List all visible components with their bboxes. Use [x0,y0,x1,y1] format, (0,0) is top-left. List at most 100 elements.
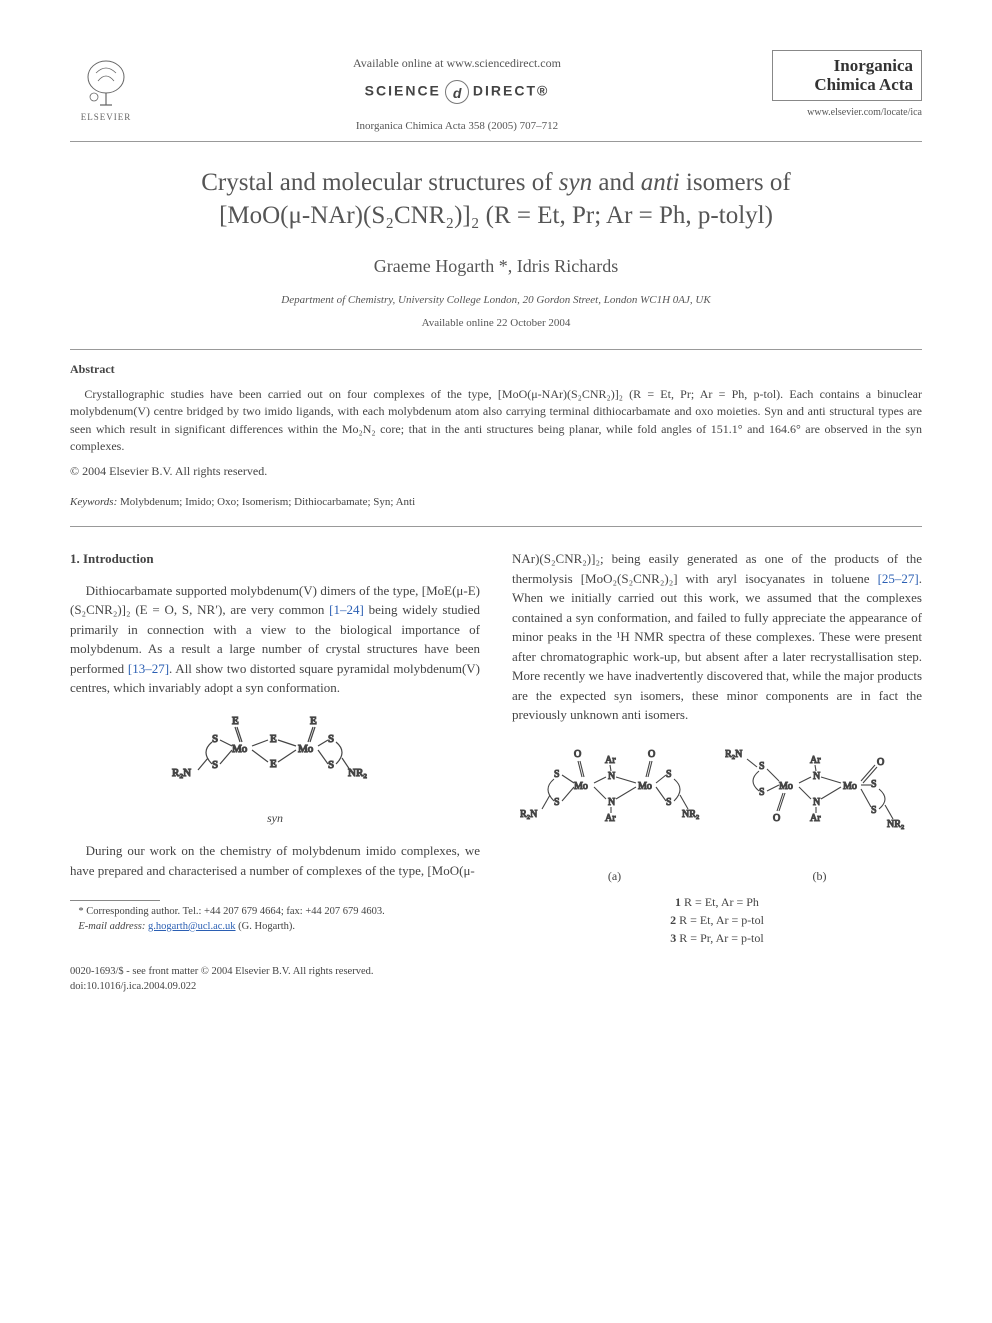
header-center: Available online at www.sciencedirect.co… [142,50,772,135]
col2-p1a: NAr)(S₂CNR₂)]₂; being easily generated a… [512,551,922,586]
lbl-S: S [666,769,672,780]
email-suffix: (G. Hogarth). [236,921,295,932]
lbl-O: O [773,813,780,824]
compound-1: 1 R = Et, Ar = Ph [512,893,922,911]
title-part-1b: and [592,169,641,196]
abstract-top-rule [70,349,922,350]
abstract-copyright: © 2004 Elsevier B.V. All rights reserved… [70,462,922,480]
structure-a-svg: O O Ar N Mo Mo N Ar S [520,743,710,858]
lbl-S: S [666,797,672,808]
lbl-R2N: R₂N [725,749,742,760]
lbl-Mo: Mo [574,781,588,792]
citation-line: Inorganica Chimica Acta 358 (2005) 707–7… [142,118,772,135]
intro-heading: 1. Introduction [70,549,480,569]
elsevier-logo: ELSEVIER [70,50,142,130]
lbl-N: N [608,797,615,808]
elsevier-tree-icon [76,55,136,110]
available-online-text: Available online at www.sciencedirect.co… [142,54,772,72]
lbl-O: O [648,749,655,760]
email-label: E-mail address: [78,921,145,932]
lbl-R2N: R₂N [520,809,537,820]
lbl-S: S [871,805,877,816]
figure-syn: E E Mo Mo E E S S [70,712,480,828]
keywords: Keywords: Molybdenum; Imido; Oxo; Isomer… [70,494,922,511]
figure-a: O O Ar N Mo Mo N Ar S [520,743,710,886]
ref-link-1-24[interactable]: [1–24] [329,602,364,617]
title-line2: [MoO(μ-NAr)(S₂CNR₂)]₂ (R = Et, Pr; Ar = … [219,202,773,229]
intro-para-1: Dithiocarbamate supported molybdenum(V) … [70,581,480,698]
lbl-S: S [212,733,218,745]
authors: Graeme Hogarth *, Idris Richards [70,253,922,280]
syn-structure-svg: E E Mo Mo E E S S [170,712,380,802]
lbl-S: S [212,759,218,771]
footnote-corresponding: * Corresponding author. Tel.: +44 207 67… [70,905,480,920]
lbl-N: N [813,797,820,808]
lbl-Ar: Ar [810,813,821,824]
compound-3: 3 R = Pr, Ar = p-tol [512,929,922,947]
lbl-Ar: Ar [605,813,616,824]
col2-para-1: NAr)(S₂CNR₂)]₂; being easily generated a… [512,549,922,725]
lbl-S: S [554,797,560,808]
structure-b-svg: R₂N S S Ar N Mo Mo N Ar [725,743,915,858]
body-columns: 1. Introduction Dithiocarbamate supporte… [70,549,922,947]
compound-2-text: R = Et, Ar = p-tol [679,913,764,927]
issn-line: 0020-1693/$ - see front matter © 2004 El… [70,965,922,980]
article-title: Crystal and molecular structures of syn … [70,166,922,234]
sd-left: SCIENCE [365,83,441,99]
journal-url: www.elsevier.com/locate/ica [772,105,922,120]
fig-b-label: (b) [725,867,915,885]
journal-title-box: Inorganica Chimica Acta [772,50,922,101]
lbl-NR2: NR₂ [348,767,367,779]
lbl-E: E [270,733,277,745]
title-part-1c: isomers of [680,169,791,196]
page-header: ELSEVIER Available online at www.science… [70,50,922,135]
lbl-NR2: NR₂ [887,819,904,830]
title-syn: syn [559,169,592,196]
lbl-N: N [608,771,615,782]
lbl-O: O [574,749,581,760]
ref-link-25-27[interactable]: [25–27] [878,571,919,586]
lbl-Ar: Ar [810,755,821,766]
doi-line: doi:10.1016/j.ica.2004.09.022 [70,980,922,995]
journal-name-line1: Inorganica [781,57,913,76]
lbl-Mo: Mo [779,781,793,792]
lbl-S: S [328,759,334,771]
lbl-S: S [328,733,334,745]
compound-1-text: R = Et, Ar = Ph [684,895,759,909]
compound-list: 1 R = Et, Ar = Ph 2 R = Et, Ar = p-tol 3… [512,893,922,947]
header-rule [70,141,922,142]
available-date: Available online 22 October 2004 [70,315,922,332]
abstract-text: Crystallographic studies have been carri… [70,386,922,456]
syn-caption: syn [70,809,480,827]
elsevier-text: ELSEVIER [81,111,132,125]
lbl-R2N: R₂N [172,767,191,779]
lbl-Mo: Mo [843,781,857,792]
footnote-rule [70,900,160,901]
title-anti: anti [641,169,680,196]
sd-separator-icon [445,80,469,104]
abstract-heading: Abstract [70,360,922,378]
email-link[interactable]: g.hogarth@ucl.ac.uk [148,921,236,932]
footnote-email: E-mail address: g.hogarth@ucl.ac.uk (G. … [70,920,480,935]
keywords-label: Keywords: [70,496,117,508]
lbl-NR2: NR₂ [682,809,699,820]
right-column: NAr)(S₂CNR₂)]₂; being easily generated a… [512,549,922,947]
lbl-S: S [759,787,765,798]
intro-para-2: During our work on the chemistry of moly… [70,841,480,880]
figure-b: R₂N S S Ar N Mo Mo N Ar [725,743,915,886]
figure-ab: O O Ar N Mo Mo N Ar S [512,743,922,886]
ref-link-13-27[interactable]: [13–27] [128,661,169,676]
lbl-S: S [871,779,877,790]
compound-3-text: R = Pr, Ar = p-tol [679,931,763,945]
lbl-E: E [232,715,239,727]
title-part-1a: Crystal and molecular structures of [201,169,559,196]
col2-p1b: . When we initially carried out this wor… [512,571,922,723]
abstract-body: Crystallographic studies have been carri… [70,387,922,453]
lbl-Mo: Mo [638,781,652,792]
journal-name-line2: Chimica Acta [781,76,913,95]
lbl-S: S [759,761,765,772]
fig-a-label: (a) [520,867,710,885]
sd-right: DIRECT® [473,83,549,99]
affiliation: Department of Chemistry, University Coll… [70,292,922,309]
journal-box: Inorganica Chimica Acta www.elsevier.com… [772,50,922,120]
